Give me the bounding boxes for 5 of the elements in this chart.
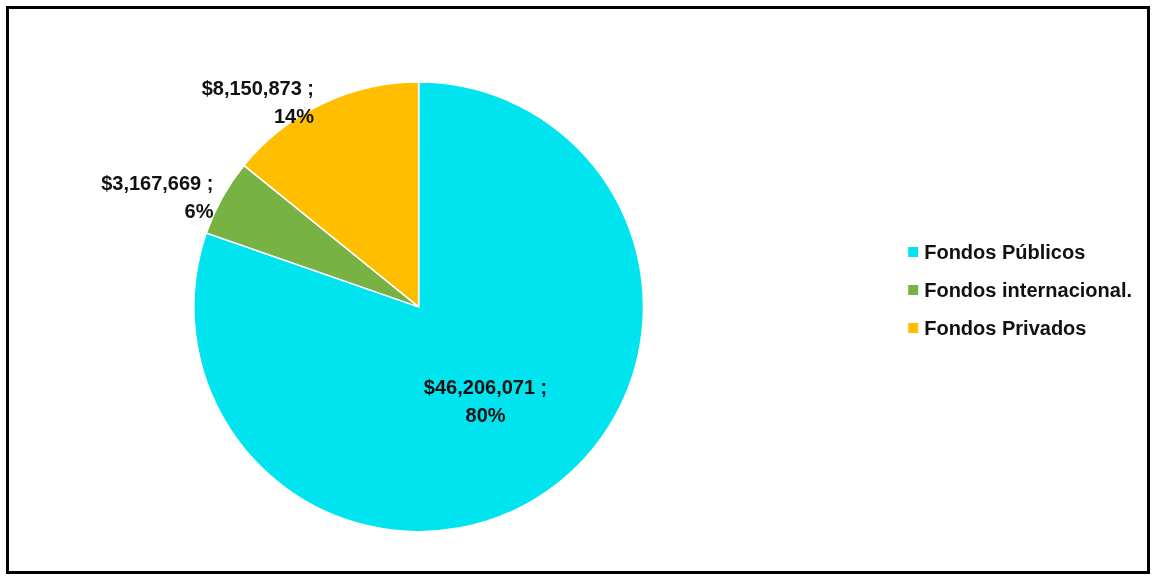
data-label: $46,206,071 ; 80% — [423, 375, 548, 426]
legend-label: Fondos Públicos — [924, 241, 1086, 263]
data-label: $3,167,669 ; 6% — [101, 171, 214, 222]
legend-label: Fondos internacional. — [924, 279, 1132, 301]
legend-label: Fondos Privados — [924, 317, 1087, 339]
